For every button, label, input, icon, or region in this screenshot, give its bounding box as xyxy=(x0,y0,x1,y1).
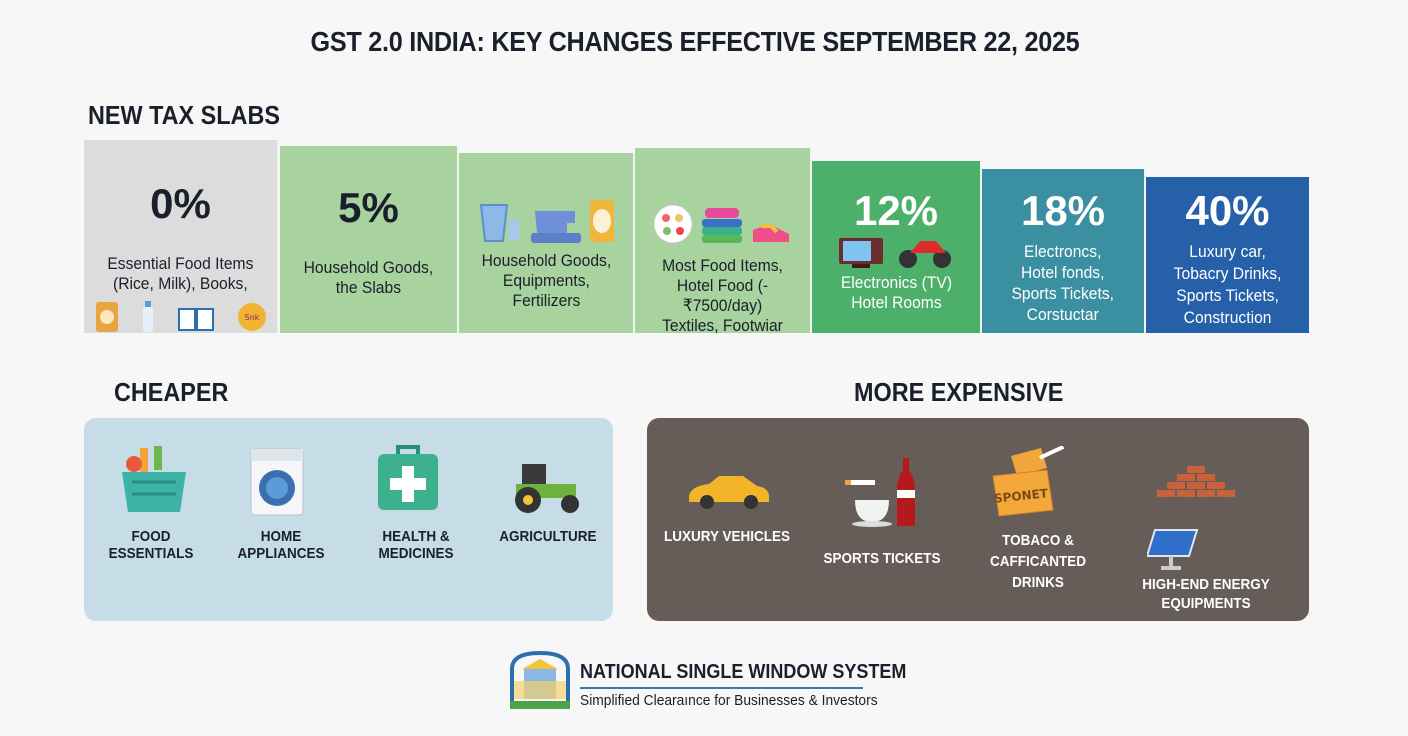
first-aid-kit-icon xyxy=(378,445,438,510)
svg-text:Snk: Snk xyxy=(244,313,259,322)
slab-rate: 18% xyxy=(1020,187,1106,234)
footer-divider xyxy=(580,687,863,689)
footer-subtitle: Simplified Clearaınce for Businesses & I… xyxy=(580,692,878,709)
grocery-basket-icon xyxy=(122,446,186,512)
cheaper-item-food-essentials: FOOD ESSENTIALS xyxy=(108,528,194,562)
slab-desc: Most Food Items, Hotel Food (-₹7500/day) T… xyxy=(662,256,783,335)
cheaper-item-health-medicines: HEALTH & MEDICINES xyxy=(378,528,454,562)
slab-household: Household Goods, Equipments, Fertilizers xyxy=(459,153,635,333)
water-jug-icon xyxy=(479,204,519,242)
snack-icon: Snk xyxy=(237,303,266,331)
milk-bottle-icon xyxy=(142,301,153,332)
cheaper-item-home-appliances: HOME APPLIANCES xyxy=(237,528,325,562)
food-plate-icon xyxy=(653,204,692,244)
tv-bike-icons xyxy=(838,235,954,269)
cheaper-panel: FOOD ESSENTIALS HOME APPLIANCES HEALTH &… xyxy=(84,418,613,621)
car-icon xyxy=(689,476,769,509)
slab-18: 18% Electroncs, Hotel fonds, Sports Ticket… xyxy=(982,169,1146,333)
slab-5: 5% Household Goods, the Slabs xyxy=(280,146,459,333)
slab-rate: 5% xyxy=(338,184,399,231)
cheaper-heading: CHEAPER xyxy=(114,377,229,407)
slab-desc: Household Goods, Equipments, Fertilizers xyxy=(481,251,611,310)
slab-40: 40% Luxury car, Tobacry Drinks, Sports Tic… xyxy=(1146,177,1309,333)
ticket-icon: SPONET xyxy=(992,446,1065,517)
fertilizer-bag-icon xyxy=(590,200,614,242)
tv-icon xyxy=(839,238,883,268)
cigarette-coffee-cola-icon xyxy=(845,458,915,527)
nsws-logo-icon xyxy=(510,650,570,709)
tax-slabs-heading: NEW TAX SLABS xyxy=(88,100,280,130)
food-items-icons: Snk xyxy=(95,300,267,332)
more-expensive-heading: MORE EXPENSIVE xyxy=(854,377,1064,407)
tractor-icon xyxy=(515,464,579,513)
more-expensive-panel: SPONET LUXURY VEHICLES SPORTS TICKETS TO… xyxy=(647,418,1309,621)
slab-desc: Household Goods, the Slabs xyxy=(303,258,434,297)
slab-desc: Electroncs, Hotel fonds, Sports Tickets, Co… xyxy=(1011,242,1115,324)
food-textile-icons xyxy=(653,204,793,244)
expensive-item-luxury-vehicles: LUXURY VEHICLES xyxy=(663,528,791,545)
rice-bag-icon xyxy=(95,302,118,332)
footer-title: NATIONAL SINGLE WINDOW SYSTEM xyxy=(580,661,907,683)
slab-12: 12% Electronics (TV) Hotel Rooms xyxy=(812,161,982,333)
page-title: GST 2.0 INDIA: KEY CHANGES EFFECTIVE SEP… xyxy=(310,26,1080,57)
expensive-item-sports-tickets: SPORTS TICKETS xyxy=(823,550,941,567)
cheaper-item-agriculture: AGRICULTURE xyxy=(499,528,597,545)
solar-panel-icon xyxy=(1147,529,1199,570)
slab-desc: Electronics (TV) Hotel Rooms xyxy=(840,273,952,312)
household-icons xyxy=(477,199,615,243)
slab-rate: 12% xyxy=(853,187,939,234)
clothes-stack-icon xyxy=(701,208,742,243)
expensive-item-energy-equipment: HIGH-END ENERGY EQUIPMENTS xyxy=(1142,576,1270,612)
slab-food-textiles: Most Food Items, Hotel Food (-₹7500/day) T… xyxy=(635,148,812,335)
expensive-item-tobacco-drinks: TOBACO & CAFFICANTED DRINKS xyxy=(990,532,1086,591)
sewing-machine-icon xyxy=(531,211,581,243)
shoe-icon xyxy=(752,224,789,242)
washing-machine-icon xyxy=(250,448,304,516)
book-icon xyxy=(177,308,214,331)
slab-desc: Luxury car, Tobacry Drinks, Sports Tickets… xyxy=(1173,242,1282,327)
svg-text:SPONET: SPONET xyxy=(993,486,1049,506)
motorcycle-icon xyxy=(899,241,951,268)
slab-0: 0% Essential Food Items (Rice, Milk), Boo… xyxy=(84,140,279,333)
bricks-icon xyxy=(1157,466,1235,497)
slab-rate: 0% xyxy=(150,180,211,227)
slab-desc: Essential Food Items (Rice, Milk), Books, xyxy=(107,254,254,293)
slab-rate: 40% xyxy=(1185,187,1270,234)
